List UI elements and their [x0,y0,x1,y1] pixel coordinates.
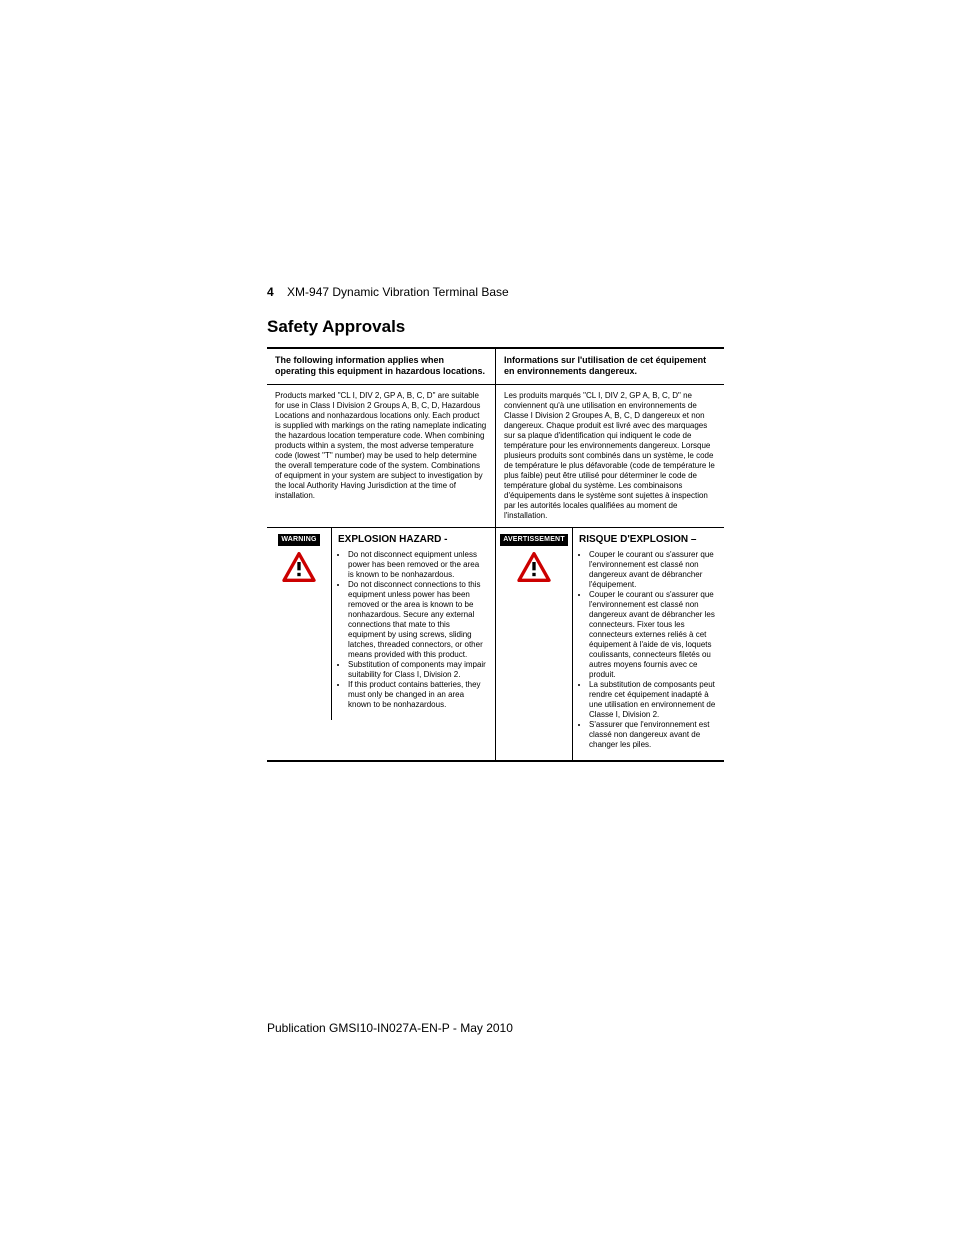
section-title: Safety Approvals [267,317,724,337]
table-body-fr: Les produits marqués "CL I, DIV 2, GP A,… [496,384,725,527]
warning-item: Do not disconnect connections to this eq… [348,580,487,660]
safety-approvals-table: The following information applies when o… [267,347,724,762]
warning-icon [282,552,316,582]
warning-text-en: EXPLOSION HAZARD - Do not disconnect equ… [331,528,495,721]
doc-title: XM-947 Dynamic Vibration Terminal Base [287,285,509,299]
warning-text-fr: RISQUE D'EXPLOSION – Couper le courant o… [572,528,724,761]
warning-label-col-en: WARNING [267,528,331,721]
table-header-fr: Informations sur l'utilisation de cet éq… [496,348,725,384]
warning-item: Substitution of components may impair su… [348,660,487,680]
warning-icon [517,552,551,582]
warning-item: Couper le courant ou s'assurer que l'env… [589,590,716,680]
warning-label-col-fr: AVERTISSEMENT [496,528,572,761]
table-header-en: The following information applies when o… [267,348,496,384]
publication-footer: Publication GMSI10-IN027A-EN-P - May 201… [267,1021,513,1035]
warning-item: Couper le courant ou s'assurer que l'env… [589,550,716,590]
warning-item: S'assurer que l'environnement est classé… [589,720,716,750]
table-body-en: Products marked "CL I, DIV 2, GP A, B, C… [267,384,496,527]
warning-badge: WARNING [278,534,319,547]
warning-heading-fr: RISQUE D'EXPLOSION – [579,534,716,547]
warning-item: Do not disconnect equipment unless power… [348,550,487,580]
page-number: 4 [267,285,274,299]
warning-heading-en: EXPLOSION HAZARD - [338,534,487,547]
avertissement-badge: AVERTISSEMENT [500,534,568,547]
footer-code: GMSI10-IN027A-EN-P - May 2010 [329,1021,513,1035]
warning-item: La substitution de composants peut rendr… [589,680,716,720]
footer-prefix: Publication [267,1021,329,1035]
page-header: 4 XM-947 Dynamic Vibration Terminal Base [267,285,724,299]
warning-item: If this product contains batteries, they… [348,680,487,710]
